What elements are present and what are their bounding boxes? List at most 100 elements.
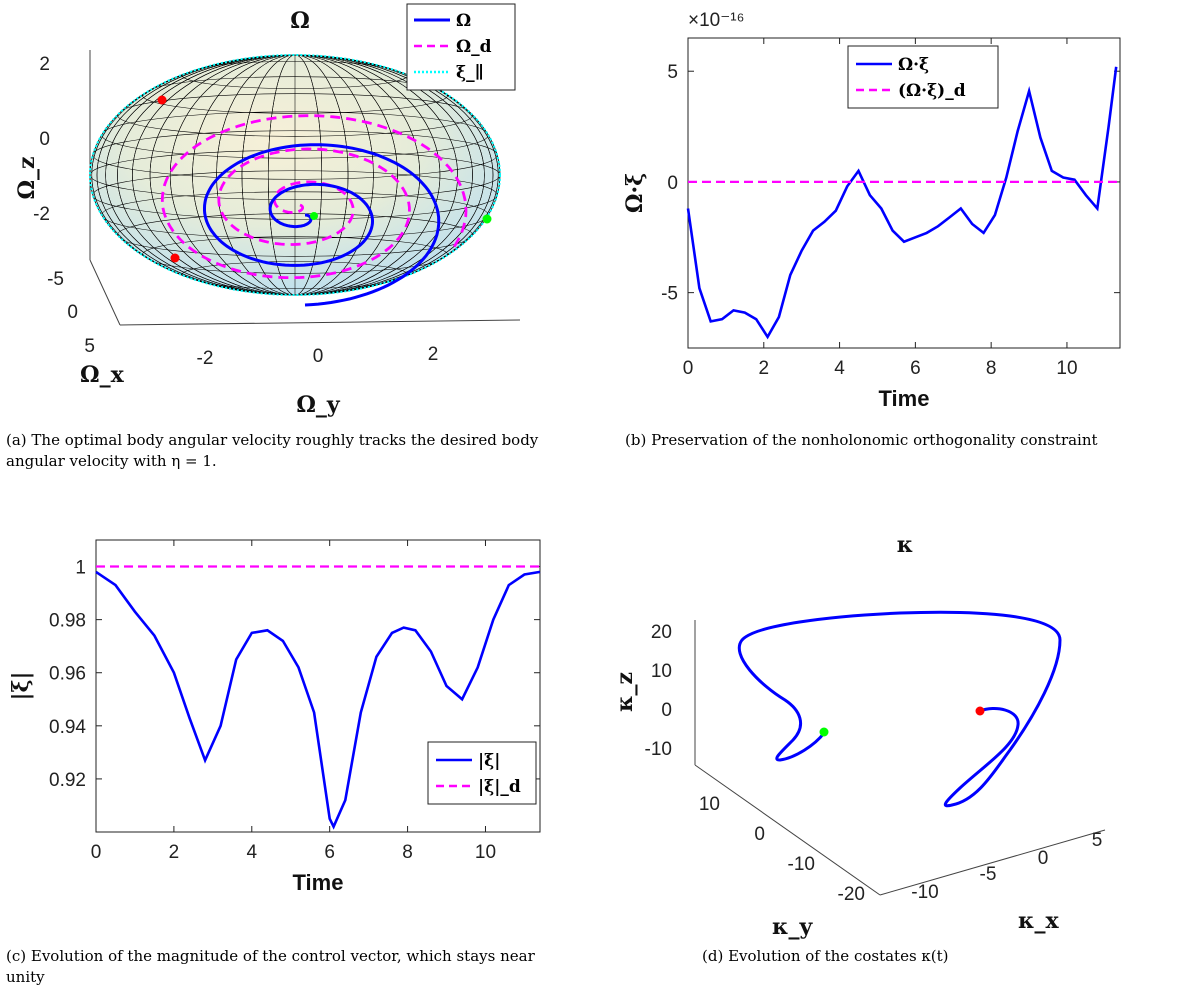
y-tick: -2: [197, 348, 214, 369]
legend-label: |ξ|_d: [478, 777, 521, 797]
chart-a-svg: Ω 2 0 -2 5 0 -5 -2 0 2: [14, 3, 521, 418]
chart-a-x-ticks: 5 0 -5: [47, 269, 95, 357]
x-tick: -10: [911, 882, 938, 903]
y-tick-label: 0.92: [49, 770, 86, 791]
caption-c: (c) Evolution of the magnitude of the co…: [6, 947, 535, 986]
y-tick: 10: [699, 794, 720, 815]
mesh-longitude: [267, 55, 323, 295]
chart-d-title: κ: [897, 532, 914, 558]
mesh-latitude: [141, 76, 449, 114]
x-tick: -5: [980, 864, 997, 885]
omega-d-spiral: [160, 114, 468, 280]
chart-c-svg: 0 2 4 6 8 10 1 0.98 0.96 0.94 0.92 Time |ξ| |ξ| |ξ|_d: [8, 539, 541, 895]
y-tick: -10: [788, 854, 815, 875]
x-tick-label: 8: [402, 842, 413, 863]
end-marker: [819, 727, 829, 737]
y-tick-label: 0: [667, 173, 678, 194]
end-marker: [310, 212, 318, 220]
z-tick: 2: [39, 54, 50, 75]
chart-d-ylabel: κ_y: [772, 914, 813, 940]
z-tick: -10: [645, 739, 672, 760]
x-tick-label: 6: [910, 358, 921, 379]
chart-a-xlabel: Ω_x: [80, 362, 125, 388]
chart-a-z-ticks: 2 0 -2: [33, 54, 50, 225]
legend-xi-par: ξ_∥: [456, 63, 484, 83]
y-tick: -20: [838, 884, 865, 905]
y-tick-label: -5: [661, 284, 678, 305]
y-tick: 2: [428, 344, 439, 365]
x-tick-label: 8: [986, 358, 997, 379]
x-tick: -5: [47, 269, 64, 290]
chart-d-xlabel: κ_x: [1018, 908, 1059, 934]
exponent-label: ×10⁻¹⁶: [688, 10, 744, 31]
x-tick: 5: [84, 336, 95, 357]
mesh-longitude: [117, 55, 473, 295]
omega-spiral: [203, 143, 441, 307]
x-tick: 5: [1092, 830, 1103, 851]
chart-panel-a: Ω 2 0 -2 5 0 -5 -2 0 2: [0, 0, 560, 420]
x-tick-label: 0: [683, 358, 694, 379]
mesh-latitude: [181, 261, 409, 289]
chart-b-svg: 0 2 4 6 8 10 5 0 -5 Time Ω·ξ Ω·ξ (Ω·ξ)_d ×10⁻¹⁶: [622, 10, 1121, 411]
legend-label: (Ω·ξ)_d: [898, 81, 966, 101]
z-tick: 0: [39, 129, 50, 150]
chart-a-title: Ω: [290, 8, 310, 34]
y-axis-label: |ξ|: [8, 671, 34, 700]
xi-parallel-curve: [89, 54, 501, 296]
mesh-longitude: [132, 55, 458, 295]
mesh-latitude: [141, 236, 449, 274]
x-axis-label: Time: [293, 870, 344, 895]
start-marker: [975, 706, 985, 716]
start-marker: [170, 253, 180, 263]
y-tick: 0: [754, 824, 765, 845]
chart-d-z-ticks: 20 10 0 -10: [645, 622, 672, 760]
x-tick: 0: [67, 302, 78, 323]
legend-omega: Ω: [456, 11, 471, 31]
caption-d: (d) Evolution of the costates κ(t): [702, 947, 949, 965]
mesh-longitude: [169, 55, 421, 295]
mesh-longitude: [105, 55, 485, 295]
chart-d-axes: [694, 620, 1106, 896]
x-tick-label: 4: [247, 842, 258, 863]
x-tick-label: 10: [1056, 358, 1077, 379]
x-tick-label: 6: [324, 842, 335, 863]
x-tick: 0: [1038, 848, 1049, 869]
mesh-longitude: [192, 55, 398, 295]
legend-label: Ω·ξ: [898, 55, 929, 75]
chart-panel-d: κ 20 10 0 -10 10 0 -10 -20 -10 -5 0 5 κ_…: [600, 520, 1180, 940]
y-tick: 0: [313, 346, 324, 367]
chart-panel-c: 0 2 4 6 8 10 1 0.98 0.96 0.94 0.92 Time |ξ| |ξ| |ξ|_d: [0, 520, 560, 940]
x-axis-label: Time: [879, 386, 930, 411]
mesh-longitude: [149, 55, 441, 295]
mesh-latitude: [117, 93, 473, 137]
y-axis-label: Ω·ξ: [622, 173, 648, 213]
y-tick-label: 0.94: [49, 717, 86, 738]
x-tick-label: 0: [91, 842, 102, 863]
x-tick-label: 4: [834, 358, 845, 379]
y-tick-label: 0.98: [49, 611, 86, 632]
chart-a-axes: [89, 50, 521, 326]
chart-panel-b: 0 2 4 6 8 10 5 0 -5 Time Ω·ξ Ω·ξ (Ω·ξ)_d ×10⁻¹⁶: [620, 0, 1180, 420]
y-tick-label: 1: [75, 558, 86, 579]
mesh-longitude: [91, 55, 499, 295]
chart-a-legend: Ω Ω_d ξ_∥: [406, 3, 516, 91]
mesh-longitude: [216, 55, 374, 295]
series-line-0: [686, 66, 1118, 340]
kappa-trajectory: [737, 610, 1062, 808]
y-tick-label: 0.96: [49, 664, 86, 685]
z-tick: 0: [661, 700, 672, 721]
series-line-0: [95, 570, 541, 830]
z-tick: 10: [651, 661, 672, 682]
mesh-longitude: [96, 55, 494, 295]
legend-label: |ξ|: [478, 751, 500, 771]
z-tick: 20: [651, 622, 672, 643]
mesh-latitude: [117, 213, 473, 257]
y-tick-label: 5: [667, 62, 678, 83]
x-tick-label: 2: [759, 358, 770, 379]
chart-d-x-ticks: -10 -5 0 5: [911, 830, 1102, 903]
chart-a-ylabel: Ω_y: [296, 392, 341, 418]
chart-d-svg: κ 20 10 0 -10 10 0 -10 -20 -10 -5 0 5 κ_…: [612, 532, 1106, 940]
mesh-longitude: [241, 55, 349, 295]
x-tick-label: 2: [169, 842, 180, 863]
end-marker-right: [482, 214, 492, 224]
